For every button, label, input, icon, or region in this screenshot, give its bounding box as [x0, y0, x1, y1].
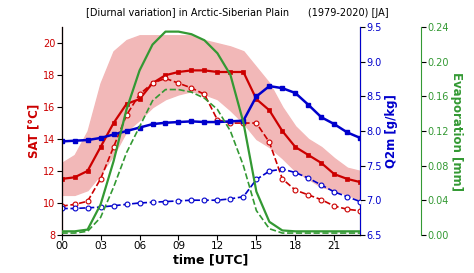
X-axis label: time [UTC]: time [UTC]: [173, 254, 249, 267]
Y-axis label: SAT [°C]: SAT [°C]: [27, 104, 40, 158]
Text: [Diurnal variation] in Arctic-Siberian Plain      (1979-2020) [JA]: [Diurnal variation] in Arctic-Siberian P…: [86, 8, 388, 18]
Y-axis label: Evaporation [mm]: Evaporation [mm]: [450, 72, 463, 191]
Y-axis label: Q2m [g/kg]: Q2m [g/kg]: [385, 94, 398, 168]
